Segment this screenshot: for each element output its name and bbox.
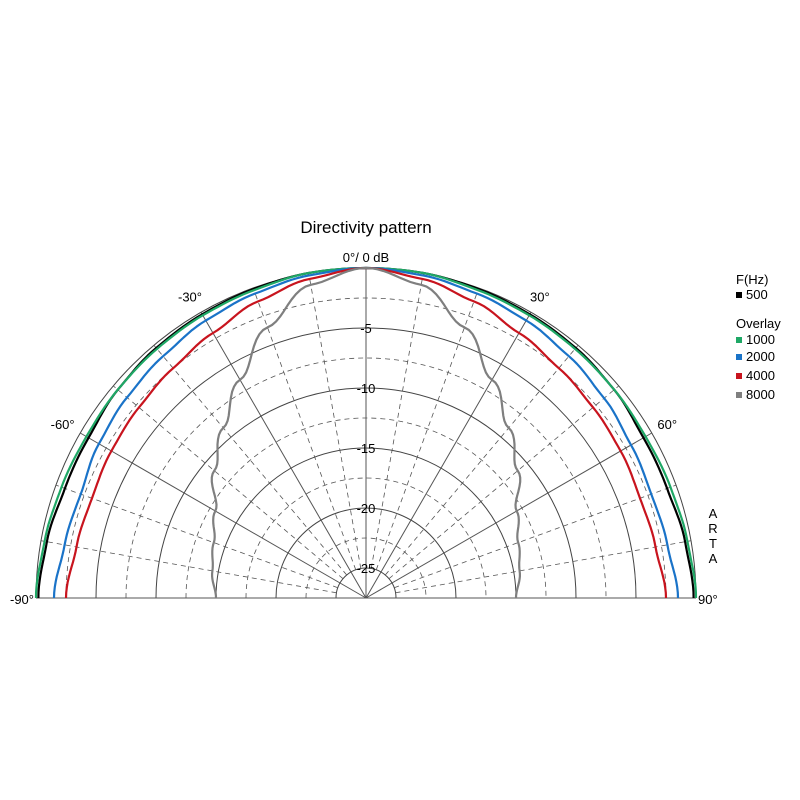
angle-label: 30° [530,290,550,305]
legend-entry: 500 [746,287,768,302]
grid-radial-minor [112,385,344,580]
watermark-letter: A [709,551,718,566]
grid-arc-minor [125,357,607,599]
grid-radial-major [79,432,367,599]
angle-label: 90° [698,592,718,607]
polar-grid [35,267,697,599]
legend-swatch [736,373,742,379]
legend-swatch [736,354,742,360]
grid-radial-minor [375,287,480,570]
grid-radial-minor [370,272,424,569]
r-tick-label: -10 [357,381,376,396]
grid-radial-minor [40,540,337,594]
grid-radial-minor [55,484,338,589]
angle-label: -30° [178,290,202,305]
r-tick-label: -5 [360,321,372,336]
top-label: 0°/ 0 dB [343,250,389,265]
legend-entry: 1000 [746,332,775,347]
grid-radial-minor [384,344,579,576]
grid-radial-major [365,311,532,599]
watermark-letter: A [709,506,718,521]
r-tick-label: -15 [357,441,376,456]
grid-radial-major [365,432,653,599]
angle-label: -60° [51,417,75,432]
legend-swatch [736,292,742,298]
legend-swatch [736,392,742,398]
legend-entry: 2000 [746,349,775,364]
watermark-letter: R [708,521,717,536]
grid-radial-minor [153,344,348,576]
legend-entry: 8000 [746,387,775,402]
legend-entry: 4000 [746,368,775,383]
legend-header: F(Hz) [736,272,769,287]
series-layer [34,266,698,599]
grid-radial-minor [394,484,677,589]
r-tick-label: -25 [357,561,376,576]
grid-radial-minor [395,540,692,594]
legend: F(Hz) Overlay 500 1000 2000 4000 8000 [736,272,781,402]
grid-arc-minor [245,477,487,599]
angle-label: -90° [10,592,34,607]
grid-radial-minor [308,272,362,569]
grid-radial-major [200,311,367,599]
grid-radial-minor [252,287,357,570]
chart-title: Directivity pattern [300,218,431,237]
r-tick-label: -20 [357,501,376,516]
legend-overlay-label: Overlay [736,316,781,331]
watermark-letter: T [709,536,717,551]
label-layer: 0°/ 0 dB -90° -60° -30° 30° 60° 90° -5 -10 -15 -2… [10,250,718,607]
angle-label: 60° [657,417,677,432]
grid-radial-minor [388,385,620,580]
series-line-8000 [210,266,522,599]
legend-swatch [736,337,742,343]
